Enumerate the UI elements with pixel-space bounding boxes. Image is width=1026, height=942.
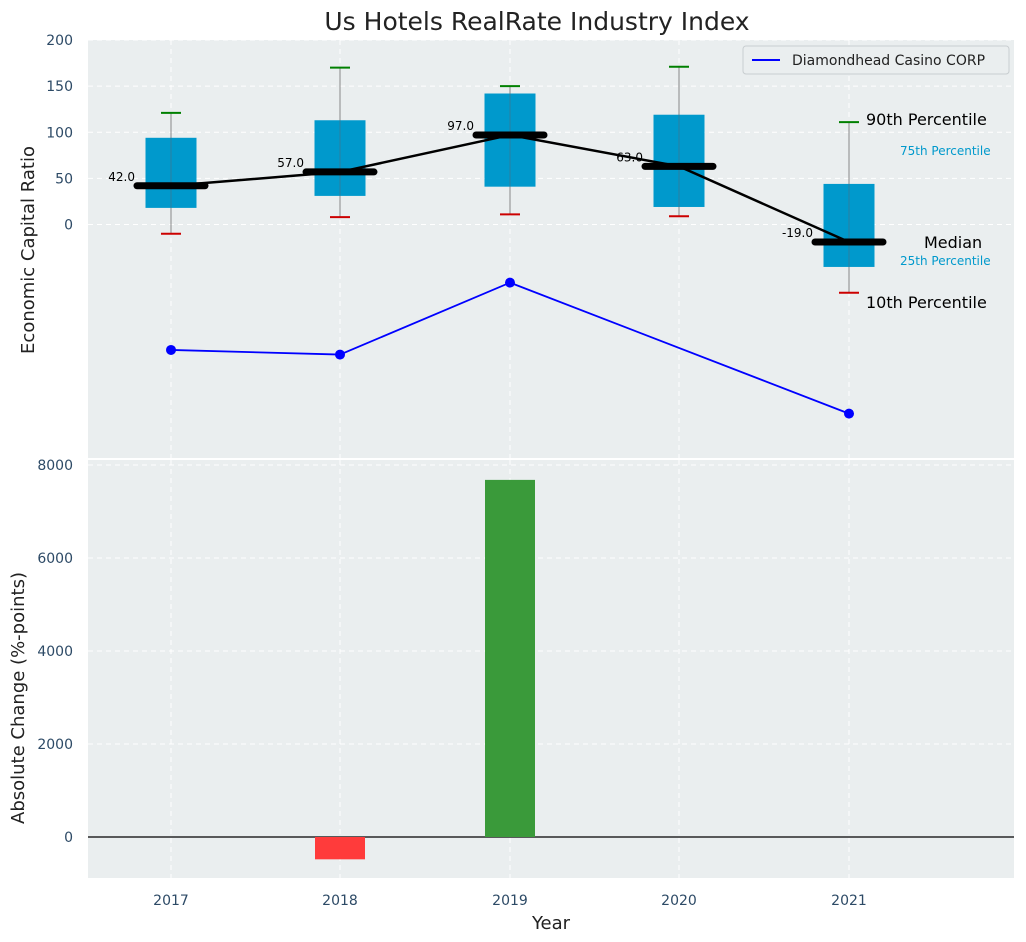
y-tick-label: 2000 [37, 737, 73, 753]
median-value-label: 42.0 [108, 170, 135, 184]
x-axis-ticks: 2017 2018 2019 2020 2021 [153, 893, 867, 909]
company-series-point [505, 277, 515, 288]
x-tick-label: 2017 [153, 893, 189, 909]
y-tick-label: 8000 [37, 458, 73, 474]
x-tick-label: 2018 [322, 893, 358, 909]
company-series-line [170, 281, 850, 415]
legend: Diamondhead Casino CORP [742, 45, 1010, 75]
bar-negative [315, 837, 365, 860]
x-tick-label: 2020 [661, 893, 697, 909]
box-plot-y-label: Economic Capital Ratio [18, 146, 39, 354]
y-tick-label: 6000 [37, 551, 73, 567]
median-value-label: -19.0 [782, 226, 813, 240]
percentile-annotations: 90th Percentile 75th Percentile Median 25th… [866, 110, 991, 312]
x-axis-label: Year [531, 913, 571, 934]
annotation-p90: 90th Percentile [866, 110, 987, 129]
x-tick-label: 2021 [831, 893, 867, 909]
bar-chart-y-ticks: 0 2000 4000 6000 8000 [37, 458, 73, 846]
bar-chart-grid [88, 460, 1014, 878]
median-trend-line [170, 133, 850, 244]
median-value-label: 97.0 [447, 119, 474, 133]
change-bars [315, 479, 535, 860]
company-series [166, 277, 854, 419]
y-tick-label: 4000 [37, 644, 73, 660]
chart-title: Us Hotels RealRate Industry Index [324, 7, 749, 36]
y-tick-label: 150 [46, 79, 73, 95]
x-tick-label: 2019 [492, 893, 528, 909]
bar-chart-y-label: Absolute Change (%-points) [8, 572, 29, 824]
y-tick-label: 0 [64, 830, 73, 846]
company-series-point [844, 408, 854, 419]
annotation-p10: 10th Percentile [866, 293, 987, 312]
bar-chart-background [88, 460, 1014, 878]
company-series-point [335, 349, 345, 360]
y-tick-label: 100 [46, 125, 73, 141]
annotation-p25: 25th Percentile [900, 254, 991, 268]
annotation-p75: 75th Percentile [900, 144, 991, 158]
annotation-median: Median [924, 233, 982, 252]
box-plot-y-ticks: 0 50 100 150 200 [46, 33, 73, 234]
box-plot-background [88, 40, 1014, 458]
legend-box [742, 45, 1010, 75]
legend-label: Diamondhead Casino CORP [792, 53, 985, 69]
y-tick-label: 50 [55, 171, 73, 187]
company-series-point [166, 344, 176, 355]
median-trend [170, 133, 850, 244]
box-plot-grid [88, 39, 1014, 458]
change-bar-panel: 0 2000 4000 6000 8000 2017 2018 2019 2020 2021 [37, 458, 1014, 909]
y-tick-label: 200 [46, 33, 73, 49]
median-value-label: 57.0 [277, 156, 304, 170]
bar-positive [485, 479, 535, 837]
y-tick-label: 0 [64, 218, 73, 234]
